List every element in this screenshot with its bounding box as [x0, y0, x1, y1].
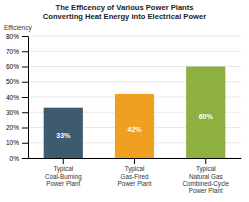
y-tick-label: 10% — [6, 139, 19, 146]
y-axis-title: Efficiency — [4, 24, 32, 32]
y-tick: 50% — [6, 78, 28, 85]
x-tick: TypicalGas-FiredPower Plant — [118, 158, 152, 187]
bars — [44, 67, 226, 159]
y-tick: 30% — [6, 109, 28, 116]
y-tick-label: 30% — [6, 109, 19, 116]
y-tick: 70% — [6, 48, 28, 55]
x-tick-label-line: Gas-Fired — [121, 173, 149, 180]
bar — [186, 67, 225, 159]
title-line: The Efficency of Various Power Plants — [56, 3, 194, 12]
x-axis: TypicalCoal-BurningPower Plant TypicalGas… — [29, 158, 242, 194]
y-axis: 0% 10% 20% 30% 40% 50% 60% 70% 80% — [6, 33, 29, 162]
y-tick-label: 60% — [6, 63, 19, 70]
y-tick-label: 20% — [6, 124, 19, 131]
y-tick-label: 70% — [6, 48, 19, 55]
x-tick-label-line: Power Plant — [46, 180, 80, 187]
grid-line — [28, 51, 241, 52]
y-tick-mark — [22, 112, 28, 113]
y-tick-mark — [22, 97, 28, 98]
x-tick-label: TypicalGas-FiredPower Plant — [118, 165, 152, 186]
data-label: 42% — [127, 126, 142, 133]
y-tick-mark — [22, 82, 28, 83]
x-tick-mark — [63, 158, 64, 164]
data-label: 60% — [199, 113, 214, 120]
y-tick-mark — [22, 158, 28, 159]
y-tick: 10% — [6, 139, 28, 146]
grid-line — [28, 36, 241, 37]
y-tick: 80% — [6, 33, 28, 40]
y-tick-mark — [22, 51, 28, 52]
x-tick-mark — [134, 158, 135, 164]
data-label: 33% — [56, 132, 71, 139]
x-tick-label: TypicalNatural GasCombined-CyclePower Pl… — [182, 165, 229, 194]
x-tick-mark — [205, 158, 206, 164]
y-tick: 0% — [10, 155, 28, 162]
x-tick-label-line: Power Plant — [189, 187, 223, 194]
grid — [28, 36, 241, 158]
y-tick-mark — [22, 67, 28, 68]
y-tick: 20% — [6, 124, 28, 131]
x-tick: TypicalNatural GasCombined-CyclePower Pl… — [182, 158, 229, 194]
chart: The Efficency of Various Power PlantsCon… — [0, 0, 249, 202]
x-tick-label-line: Natural Gas — [189, 173, 223, 180]
y-tick-label: 40% — [6, 94, 19, 101]
bar — [44, 108, 83, 158]
x-tick-label: TypicalCoal-BurningPower Plant — [45, 165, 82, 186]
y-tick-label: 80% — [6, 33, 19, 40]
data-labels: 33% 42% 60% — [56, 113, 213, 139]
bar — [115, 94, 154, 158]
plot: 0% 10% 20% 30% 40% 50% 60% 70% 80% TypicalCoal-Bu… — [6, 33, 242, 195]
y-tick-mark — [22, 128, 28, 129]
title-line: Converting Heat Energy into Electrical P… — [43, 12, 206, 21]
y-axis-line — [28, 37, 29, 159]
title: The Efficency of Various Power PlantsCon… — [43, 3, 206, 21]
y-tick: 60% — [6, 63, 28, 70]
y-tick-mark — [22, 143, 28, 144]
x-tick-label-line: Power Plant — [118, 180, 152, 187]
y-tick-mark — [22, 36, 28, 37]
y-tick-label: 0% — [10, 155, 20, 162]
y-tick-label: 50% — [6, 78, 19, 85]
y-tick: 40% — [6, 94, 28, 101]
x-tick: TypicalCoal-BurningPower Plant — [45, 158, 82, 187]
